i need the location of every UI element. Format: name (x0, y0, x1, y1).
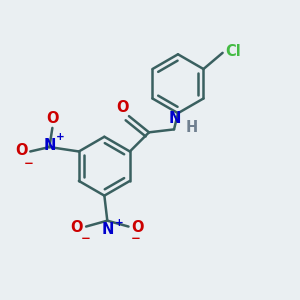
Text: O: O (46, 111, 59, 126)
Text: O: O (116, 100, 129, 115)
Text: N: N (169, 111, 181, 126)
Text: Cl: Cl (225, 44, 241, 59)
Text: O: O (131, 220, 144, 235)
Text: +: + (115, 218, 124, 228)
Text: +: + (56, 132, 64, 142)
Text: O: O (71, 220, 83, 235)
Text: N: N (102, 222, 114, 237)
Text: −: − (131, 232, 141, 245)
Text: O: O (15, 143, 27, 158)
Text: −: − (24, 157, 34, 170)
Text: N: N (44, 138, 56, 153)
Text: H: H (185, 120, 197, 135)
Text: −: − (81, 232, 91, 245)
